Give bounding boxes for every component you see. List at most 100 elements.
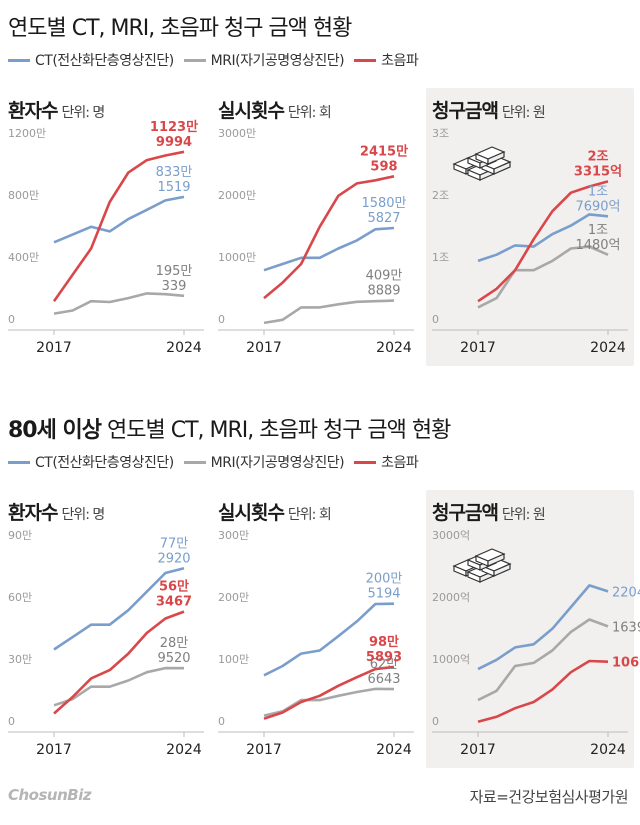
x-tick-label: 2017: [36, 340, 72, 356]
legend-item-us: 초음파: [354, 452, 419, 472]
y-tick-label: 0: [432, 313, 439, 326]
legend-label-us: 초음파: [381, 53, 419, 69]
chart-panel-counts-80: 실시횟수 단위: 회 0 100만 200만 300만 2017 2024 200만 5194 6…: [218, 498, 418, 768]
x-tick-label: 2024: [590, 742, 626, 758]
data-label-ct: 77만: [160, 536, 189, 551]
x-tick-label: 2024: [376, 742, 412, 758]
data-label-us: 5893: [366, 650, 402, 665]
y-tick-label: 400만: [8, 251, 39, 264]
x-tick-label: 2017: [36, 742, 72, 758]
y-tick-label: 300만: [218, 529, 249, 542]
data-label-us: 1123만: [150, 119, 198, 135]
legend-item-ct: CT(전산화단층영상진단): [8, 50, 174, 70]
y-tick-label: 1200만: [8, 127, 46, 140]
series-line-ct: [263, 602, 395, 677]
data-label-us: 598: [370, 159, 397, 174]
data-label-ct: 200만: [366, 572, 403, 587]
series-line-ct: [53, 567, 185, 651]
series-line-mri: [53, 666, 185, 707]
series-line-us: [477, 180, 609, 303]
panel-background: [426, 490, 634, 768]
data-label-us: 9994: [156, 135, 192, 150]
section1-title: 연도별 CT, MRI, 초음파 청구 금액 현황: [8, 16, 352, 41]
series-line-mri: [477, 245, 609, 309]
x-tick-label: 2017: [246, 340, 282, 356]
y-tick-label: 1조: [432, 251, 449, 264]
x-tick-label: 2017: [246, 742, 282, 758]
series-line-mri: [263, 299, 395, 325]
legend-swatch-us: [354, 460, 377, 464]
data-label-us: 2415만: [360, 143, 408, 159]
section2-title-bold: 80세 이상: [8, 418, 102, 443]
x-tick-label: 2024: [590, 340, 626, 356]
panel-title: 환자수 단위: 명: [8, 502, 105, 524]
data-label-us: 3315억: [574, 164, 622, 179]
data-label-us: 98만: [369, 634, 399, 650]
x-tick-label: 2024: [166, 340, 202, 356]
panel-title: 실시횟수 단위: 회: [218, 100, 332, 122]
legend-swatch-ct: [8, 58, 30, 62]
y-tick-label: 3조: [432, 127, 449, 140]
data-label-mri: 6643: [367, 672, 400, 687]
chart-panel-counts: 실시횟수 단위: 회 0 1000만 2000만 3000만 2017 2024 1580만 5…: [218, 96, 418, 366]
y-tick-label: 800만: [8, 189, 39, 202]
panel-title: 청구금액 단위: 원: [432, 100, 546, 122]
series-line-ct: [53, 195, 185, 244]
y-tick-label: 2000만: [218, 189, 256, 202]
y-tick-label: 2조: [432, 189, 449, 202]
data-label-us: 56만: [159, 579, 189, 595]
panel-unit: 단위: 원: [501, 507, 546, 523]
legend-top: CT(전산화단층영상진단) MRI(자기공명영상진단) 초음파: [8, 50, 428, 70]
money-stack-icon: [452, 548, 512, 583]
chart-panel-patients: 환자수 단위: 명 0 400만 800만 1200만 2017 2024 833만 1519 1…: [8, 96, 208, 366]
legend-swatch-mri: [183, 58, 206, 62]
data-label-ct: 833만: [156, 165, 193, 180]
series-line-ct: [477, 584, 609, 671]
panel-unit: 단위: 회: [287, 105, 332, 121]
x-tick-label: 2017: [460, 742, 496, 758]
y-tick-label: 0: [432, 715, 439, 728]
data-label-mri: 62만: [370, 657, 399, 672]
data-label-mri: 9520: [157, 651, 190, 666]
x-tick-label: 2024: [166, 742, 202, 758]
y-tick-label: 2000억: [432, 591, 470, 604]
panel-unit: 단위: 회: [287, 507, 332, 523]
legend-bottom: CT(전산화단층영상진단) MRI(자기공명영상진단) 초음파: [8, 452, 428, 472]
series-line-us: [52, 150, 185, 302]
panel-title: 환자수 단위: 명: [8, 100, 105, 122]
data-label-us: 3467: [156, 595, 192, 610]
panel-title: 실시횟수 단위: 회: [218, 502, 332, 524]
y-tick-label: 0: [8, 313, 15, 326]
data-label-mri: 1639억: [612, 620, 640, 635]
data-label-mri: 8889: [367, 284, 400, 299]
data-label-mri: 1조: [588, 223, 608, 238]
y-tick-label: 1000억: [432, 653, 470, 666]
y-tick-label: 0: [218, 313, 225, 326]
data-label-us: 1069억: [612, 656, 640, 671]
chart-panel-patients-80: 환자수 단위: 명 0 30만 60만 90만 2017 2024 77만 2920 28만 952…: [8, 498, 208, 768]
legend-label-us: 초음파: [381, 455, 419, 471]
legend-item-us: 초음파: [354, 50, 419, 70]
money-stack-icon: [452, 146, 512, 181]
section2-title: 80세 이상 연도별 CT, MRI, 초음파 청구 금액 현황: [8, 412, 451, 444]
legend-swatch-us: [354, 58, 377, 62]
source-note: 자료=건강보험심사평가원: [469, 788, 629, 806]
data-label-ct: 2920: [157, 551, 190, 566]
y-tick-label: 0: [8, 715, 15, 728]
y-tick-label: 3000억: [432, 529, 470, 542]
data-label-ct: 1조: [588, 184, 608, 199]
legend-label-mri: MRI(자기공명영상진단): [210, 53, 345, 69]
legend-item-ct: CT(전산화단층영상진단): [8, 452, 174, 472]
y-tick-label: 0: [218, 715, 225, 728]
legend-label-mri: MRI(자기공명영상진단): [210, 455, 345, 471]
data-label-ct: 5194: [367, 587, 400, 602]
data-label-us: 2조: [587, 149, 608, 164]
series-line-us: [477, 659, 609, 724]
data-label-ct: 2204억: [612, 585, 640, 600]
y-tick-label: 3000만: [218, 127, 256, 140]
panel-unit: 단위: 원: [501, 105, 546, 121]
data-label-ct: 1519: [157, 180, 190, 195]
